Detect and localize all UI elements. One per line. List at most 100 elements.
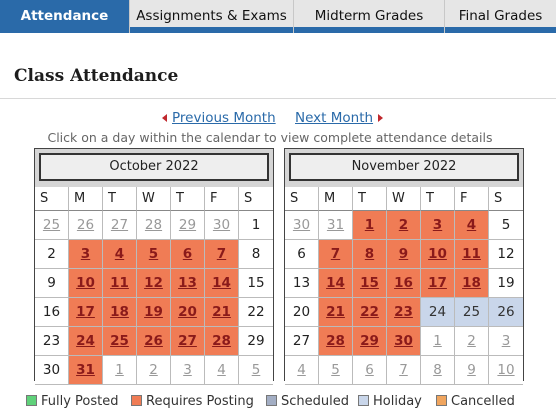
calendar-day[interactable]: 17: [69, 298, 103, 327]
calendar-day[interactable]: 25: [35, 211, 69, 240]
calendar-day[interactable]: 24: [69, 327, 103, 356]
next-month-label: Next Month: [295, 110, 374, 126]
calendar-day[interactable]: 10: [69, 269, 103, 298]
calendar-day[interactable]: 28: [137, 211, 171, 240]
weekday-header: S: [285, 187, 319, 211]
tab-attendance[interactable]: Attendance: [0, 0, 130, 33]
calendar-day[interactable]: 5: [319, 356, 353, 385]
calendar-day[interactable]: 16: [35, 298, 69, 327]
calendar-day[interactable]: 6: [171, 240, 205, 269]
calendar-day[interactable]: 1: [421, 327, 455, 356]
calendar-day[interactable]: 18: [103, 298, 137, 327]
calendar-day[interactable]: 19: [489, 269, 523, 298]
calendar-day[interactable]: 23: [387, 298, 421, 327]
calendar-day[interactable]: 8: [239, 240, 273, 269]
calendar-day[interactable]: 21: [205, 298, 239, 327]
calendar-day[interactable]: 13: [171, 269, 205, 298]
calendar-day[interactable]: 27: [171, 327, 205, 356]
legend-swatch: [436, 395, 447, 406]
calendar-day[interactable]: 9: [387, 240, 421, 269]
calendar-day[interactable]: 20: [285, 298, 319, 327]
calendar-day[interactable]: 4: [455, 211, 489, 240]
instructions-text: Click on a day within the calendar to vi…: [47, 130, 493, 145]
calendar-day[interactable]: 5: [239, 356, 273, 385]
divider: [0, 98, 556, 99]
legend-swatch: [131, 395, 142, 406]
calendar-day[interactable]: 25: [103, 327, 137, 356]
legend-swatch: [358, 395, 369, 406]
calendar-day[interactable]: 11: [455, 240, 489, 269]
calendar-day[interactable]: 12: [489, 240, 523, 269]
calendar-day[interactable]: 2: [455, 327, 489, 356]
arrow-left-icon: [162, 114, 167, 122]
calendar-day[interactable]: 3: [421, 211, 455, 240]
calendar-day[interactable]: 8: [353, 240, 387, 269]
calendar-day[interactable]: 7: [387, 356, 421, 385]
calendar-day[interactable]: 17: [421, 269, 455, 298]
calendar-day[interactable]: 26: [137, 327, 171, 356]
calendar-day[interactable]: 3: [69, 240, 103, 269]
tab-assignments-exams[interactable]: Assignments & Exams: [130, 0, 294, 33]
calendar-day[interactable]: 15: [353, 269, 387, 298]
calendar-day[interactable]: 22: [239, 298, 273, 327]
previous-month-link[interactable]: Previous Month: [162, 110, 276, 126]
calendar-day[interactable]: 2: [137, 356, 171, 385]
calendar-day[interactable]: 7: [205, 240, 239, 269]
calendar-day[interactable]: 5: [137, 240, 171, 269]
calendar-day[interactable]: 6: [285, 240, 319, 269]
calendar-day[interactable]: 4: [285, 356, 319, 385]
calendar-day[interactable]: 31: [319, 211, 353, 240]
calendar-day[interactable]: 27: [285, 327, 319, 356]
calendar-day[interactable]: 12: [137, 269, 171, 298]
calendar-day[interactable]: 20: [171, 298, 205, 327]
calendar-day[interactable]: 29: [353, 327, 387, 356]
calendar-day[interactable]: 4: [205, 356, 239, 385]
calendar-day[interactable]: 10: [421, 240, 455, 269]
calendar-day[interactable]: 1: [353, 211, 387, 240]
calendar-day[interactable]: 26: [69, 211, 103, 240]
calendar-day[interactable]: 25: [455, 298, 489, 327]
calendar-day[interactable]: 3: [489, 327, 523, 356]
calendar-day[interactable]: 28: [205, 327, 239, 356]
calendar-day[interactable]: 30: [285, 211, 319, 240]
calendar-day[interactable]: 2: [387, 211, 421, 240]
legend-item-fully-posted: Fully Posted: [26, 394, 119, 409]
calendar-day[interactable]: 18: [455, 269, 489, 298]
calendar-day[interactable]: 29: [171, 211, 205, 240]
calendar-day[interactable]: 28: [319, 327, 353, 356]
calendar-day[interactable]: 7: [319, 240, 353, 269]
calendar-day[interactable]: 9: [35, 269, 69, 298]
calendar-day[interactable]: 19: [137, 298, 171, 327]
calendar-day[interactable]: 1: [239, 211, 273, 240]
calendar-day[interactable]: 8: [421, 356, 455, 385]
calendar-day[interactable]: 6: [353, 356, 387, 385]
calendar-day[interactable]: 23: [35, 327, 69, 356]
calendar-day[interactable]: 10: [489, 356, 523, 385]
calendar-day[interactable]: 14: [319, 269, 353, 298]
calendar-day[interactable]: 3: [171, 356, 205, 385]
calendar-day[interactable]: 31: [69, 356, 103, 385]
calendar-day[interactable]: 30: [387, 327, 421, 356]
calendar-day[interactable]: 21: [319, 298, 353, 327]
legend-item-requires-posting: Requires Posting: [131, 394, 254, 409]
calendar-day[interactable]: 11: [103, 269, 137, 298]
calendar-day[interactable]: 22: [353, 298, 387, 327]
calendar-day[interactable]: 27: [103, 211, 137, 240]
calendar-day[interactable]: 4: [103, 240, 137, 269]
calendar-day[interactable]: 15: [239, 269, 273, 298]
calendar-day[interactable]: 9: [455, 356, 489, 385]
calendar-day[interactable]: 29: [239, 327, 273, 356]
calendar-day[interactable]: 13: [285, 269, 319, 298]
tab-midterm-grades[interactable]: Midterm Grades: [294, 0, 445, 33]
calendar-day[interactable]: 5: [489, 211, 523, 240]
calendar-day[interactable]: 24: [421, 298, 455, 327]
calendar-day[interactable]: 30: [35, 356, 69, 385]
tab-final-grades[interactable]: Final Grades: [458, 8, 543, 24]
calendar-day[interactable]: 1: [103, 356, 137, 385]
next-month-link[interactable]: Next Month: [295, 110, 384, 126]
calendar-day[interactable]: 26: [489, 298, 523, 327]
calendar-day[interactable]: 16: [387, 269, 421, 298]
calendar-day[interactable]: 14: [205, 269, 239, 298]
calendar-day[interactable]: 30: [205, 211, 239, 240]
calendar-day[interactable]: 2: [35, 240, 69, 269]
